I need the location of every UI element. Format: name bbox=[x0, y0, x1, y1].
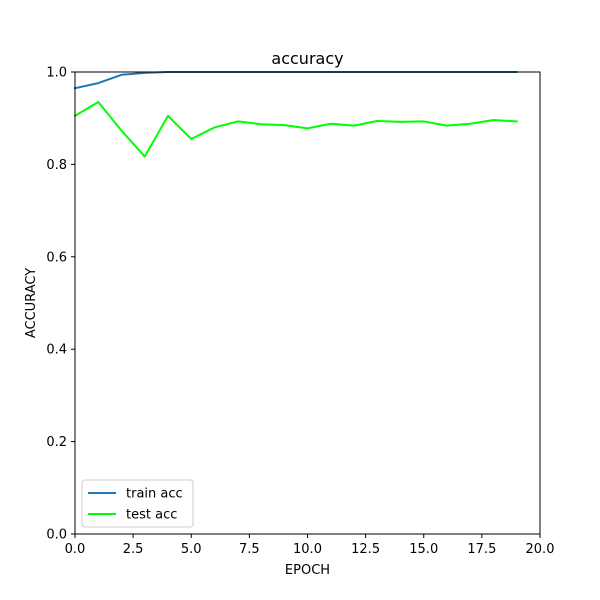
plot-series bbox=[73, 71, 518, 158]
x-tick-label: 0.0 bbox=[65, 542, 86, 557]
x-tick-label: 2.5 bbox=[123, 542, 144, 557]
x-axis-label: EPOCH bbox=[285, 563, 330, 578]
legend-label-2: test acc bbox=[126, 508, 177, 523]
x-tick-label: 20.0 bbox=[526, 542, 555, 557]
y-axis-label: ACCURACY bbox=[24, 268, 39, 338]
x-axis: 0.0 2.5 5.0 7.5 10.0 12.5 15.0 17.5 20.0 bbox=[65, 534, 555, 557]
series-line-1 bbox=[73, 71, 518, 90]
x-tick-label: 10.0 bbox=[293, 542, 322, 557]
y-tick-label: 0.4 bbox=[46, 343, 67, 358]
y-tick-label: 1.0 bbox=[46, 66, 67, 81]
legend-box bbox=[81, 479, 194, 528]
y-tick-label: 0.0 bbox=[46, 528, 67, 543]
x-tick-label: 15.0 bbox=[409, 542, 438, 557]
x-tick-label: 5.0 bbox=[181, 542, 202, 557]
plot-frame bbox=[74, 71, 541, 535]
legend: train acc test acc bbox=[81, 479, 194, 528]
series-line-2 bbox=[73, 101, 518, 158]
y-tick-label: 0.8 bbox=[46, 158, 67, 173]
x-tick-label: 12.5 bbox=[351, 542, 380, 557]
x-tick-label: 17.5 bbox=[467, 542, 496, 557]
chart-title: accuracy bbox=[271, 49, 343, 68]
y-tick-label: 0.2 bbox=[46, 435, 67, 450]
y-tick-label: 0.6 bbox=[46, 250, 67, 265]
x-tick-label: 7.5 bbox=[239, 542, 260, 557]
legend-label-1: train acc bbox=[126, 487, 183, 502]
y-axis: 0.0 0.2 0.4 0.6 0.8 1.0 bbox=[46, 66, 75, 543]
